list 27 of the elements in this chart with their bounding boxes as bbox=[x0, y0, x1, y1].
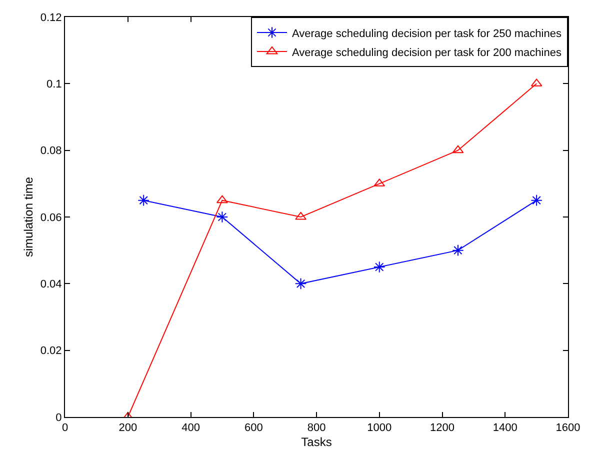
y-tick-label: 0.12 bbox=[40, 12, 62, 24]
point bbox=[373, 261, 386, 273]
x-tick-label: 1200 bbox=[430, 422, 454, 434]
y-tick-label: 0.06 bbox=[40, 212, 62, 224]
y-axis-title: simulation time bbox=[22, 176, 36, 258]
y-tick-label: 0.1 bbox=[46, 78, 62, 91]
x-tick-label: 1000 bbox=[367, 422, 392, 434]
x-tick-label: 1600 bbox=[556, 422, 580, 434]
point bbox=[138, 194, 150, 206]
x-tick-label: 600 bbox=[244, 422, 263, 434]
x-tick-label: 800 bbox=[307, 422, 326, 434]
point bbox=[452, 145, 464, 154]
x-tick-label: 400 bbox=[182, 422, 200, 434]
point bbox=[216, 211, 228, 223]
x-axis-title: Tasks bbox=[301, 435, 332, 450]
point bbox=[530, 194, 542, 206]
point bbox=[216, 195, 228, 204]
legend-label: Average scheduling decision per task for 200 machines bbox=[292, 46, 562, 59]
x-tick-label: 1400 bbox=[492, 422, 518, 434]
y-tick-label: 0.02 bbox=[40, 345, 62, 358]
legend-label: Average scheduling decision per task for 250 machines bbox=[292, 28, 562, 40]
y-tick-label: 0.04 bbox=[40, 278, 62, 291]
x-tick-label: 200 bbox=[118, 422, 138, 434]
y-tick-label: 0.08 bbox=[40, 145, 62, 158]
y-tick-label: 0 bbox=[56, 412, 62, 424]
point bbox=[294, 278, 307, 290]
point bbox=[452, 244, 464, 256]
